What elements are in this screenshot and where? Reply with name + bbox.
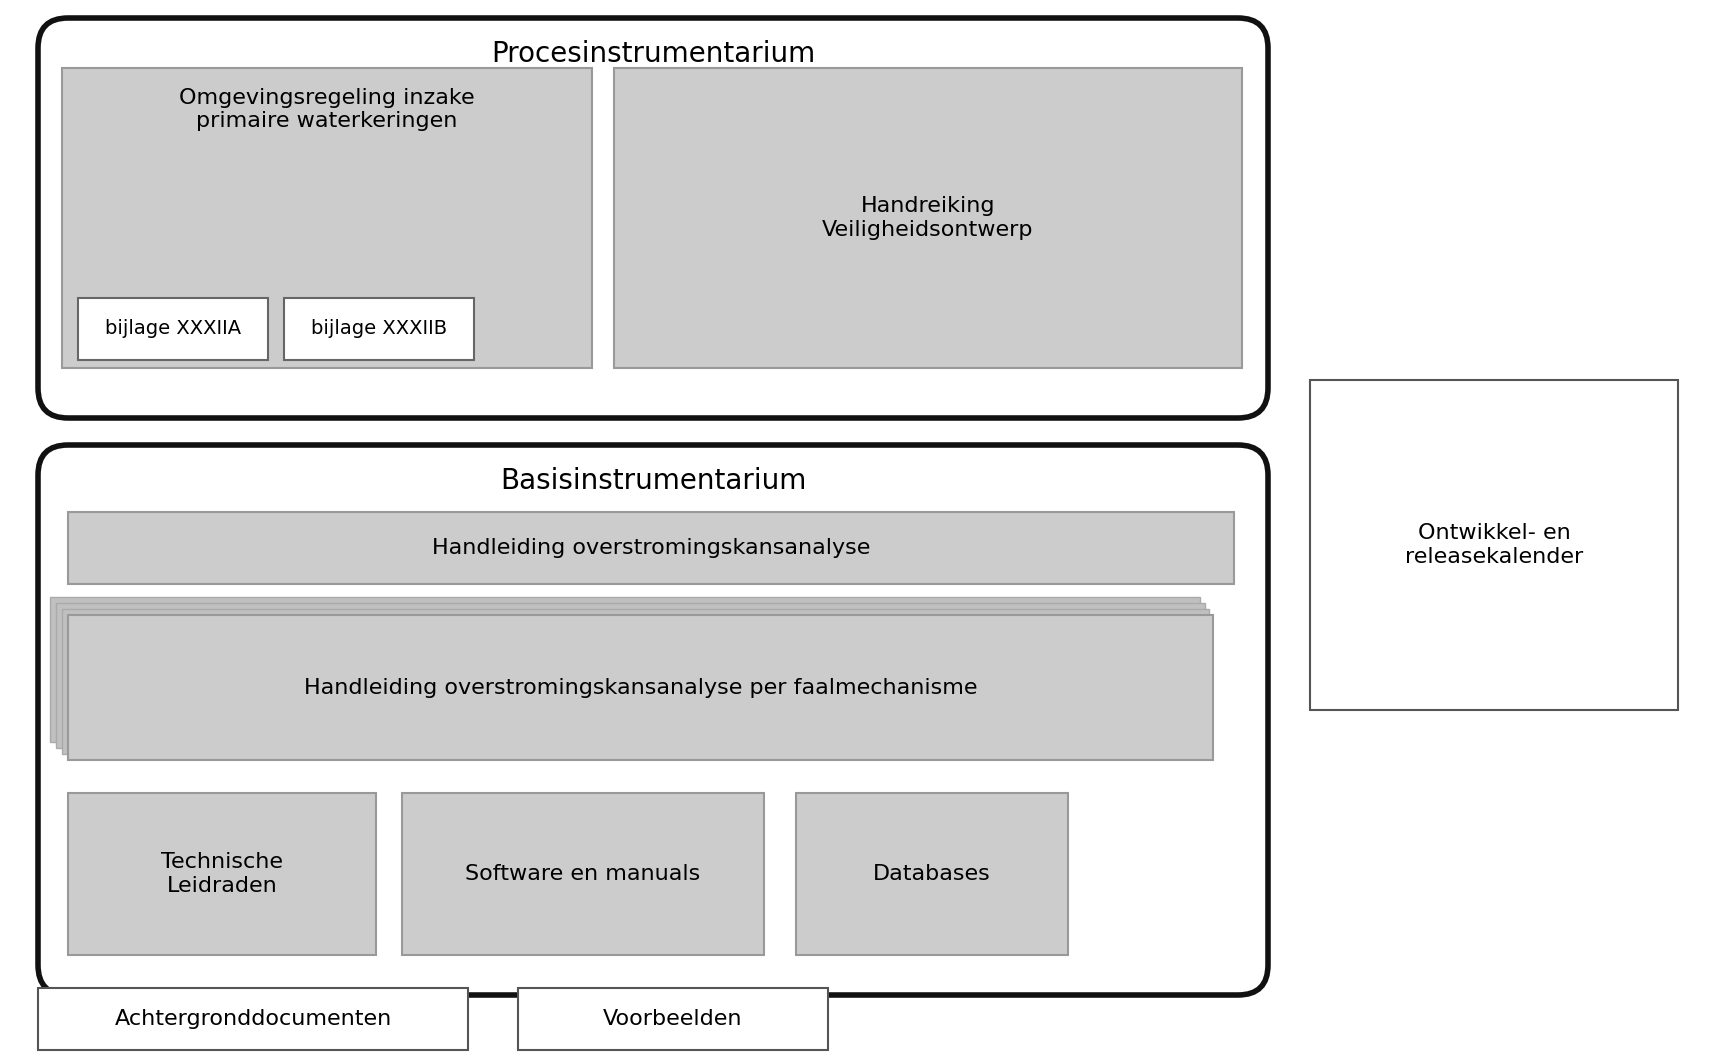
Bar — [1310, 381, 1676, 710]
Text: bijlage XXXIIA: bijlage XXXIIA — [106, 319, 240, 338]
Text: Ontwikkel- en
releasekalender: Ontwikkel- en releasekalender — [1405, 523, 1583, 567]
FancyBboxPatch shape — [38, 18, 1268, 418]
Bar — [614, 68, 1242, 368]
Text: Handleiding overstromingskansanalyse per faalmechanisme: Handleiding overstromingskansanalyse per… — [303, 678, 977, 698]
Text: Voorbeelden: Voorbeelden — [602, 1009, 742, 1030]
Text: Omgevingsregeling inzake
primaire waterkeringen: Omgevingsregeling inzake primaire waterk… — [180, 88, 474, 131]
Bar — [796, 793, 1067, 956]
Text: Technische
Leidraden: Technische Leidraden — [161, 852, 282, 895]
FancyBboxPatch shape — [38, 445, 1268, 995]
Bar — [401, 793, 763, 956]
Text: Software en manuals: Software en manuals — [465, 864, 701, 884]
Bar — [67, 793, 375, 956]
Text: Databases: Databases — [872, 864, 990, 884]
Bar — [62, 609, 1208, 754]
Bar — [38, 988, 467, 1050]
Bar — [78, 298, 268, 360]
Bar — [62, 68, 592, 368]
Bar — [284, 298, 474, 360]
Text: Procesinstrumentarium: Procesinstrumentarium — [491, 40, 815, 68]
Text: Handleiding overstromingskansanalyse: Handleiding overstromingskansanalyse — [431, 538, 870, 558]
Bar — [50, 597, 1199, 742]
Bar — [55, 602, 1204, 748]
Bar — [67, 512, 1233, 585]
Text: bijlage XXXIIB: bijlage XXXIIB — [311, 319, 446, 338]
Text: Basisinstrumentarium: Basisinstrumentarium — [500, 467, 806, 495]
Text: Achtergronddocumenten: Achtergronddocumenten — [114, 1009, 391, 1030]
Bar — [517, 988, 827, 1050]
Text: Handreiking
Veiligheidsontwerp: Handreiking Veiligheidsontwerp — [822, 197, 1033, 240]
Bar — [67, 615, 1213, 760]
